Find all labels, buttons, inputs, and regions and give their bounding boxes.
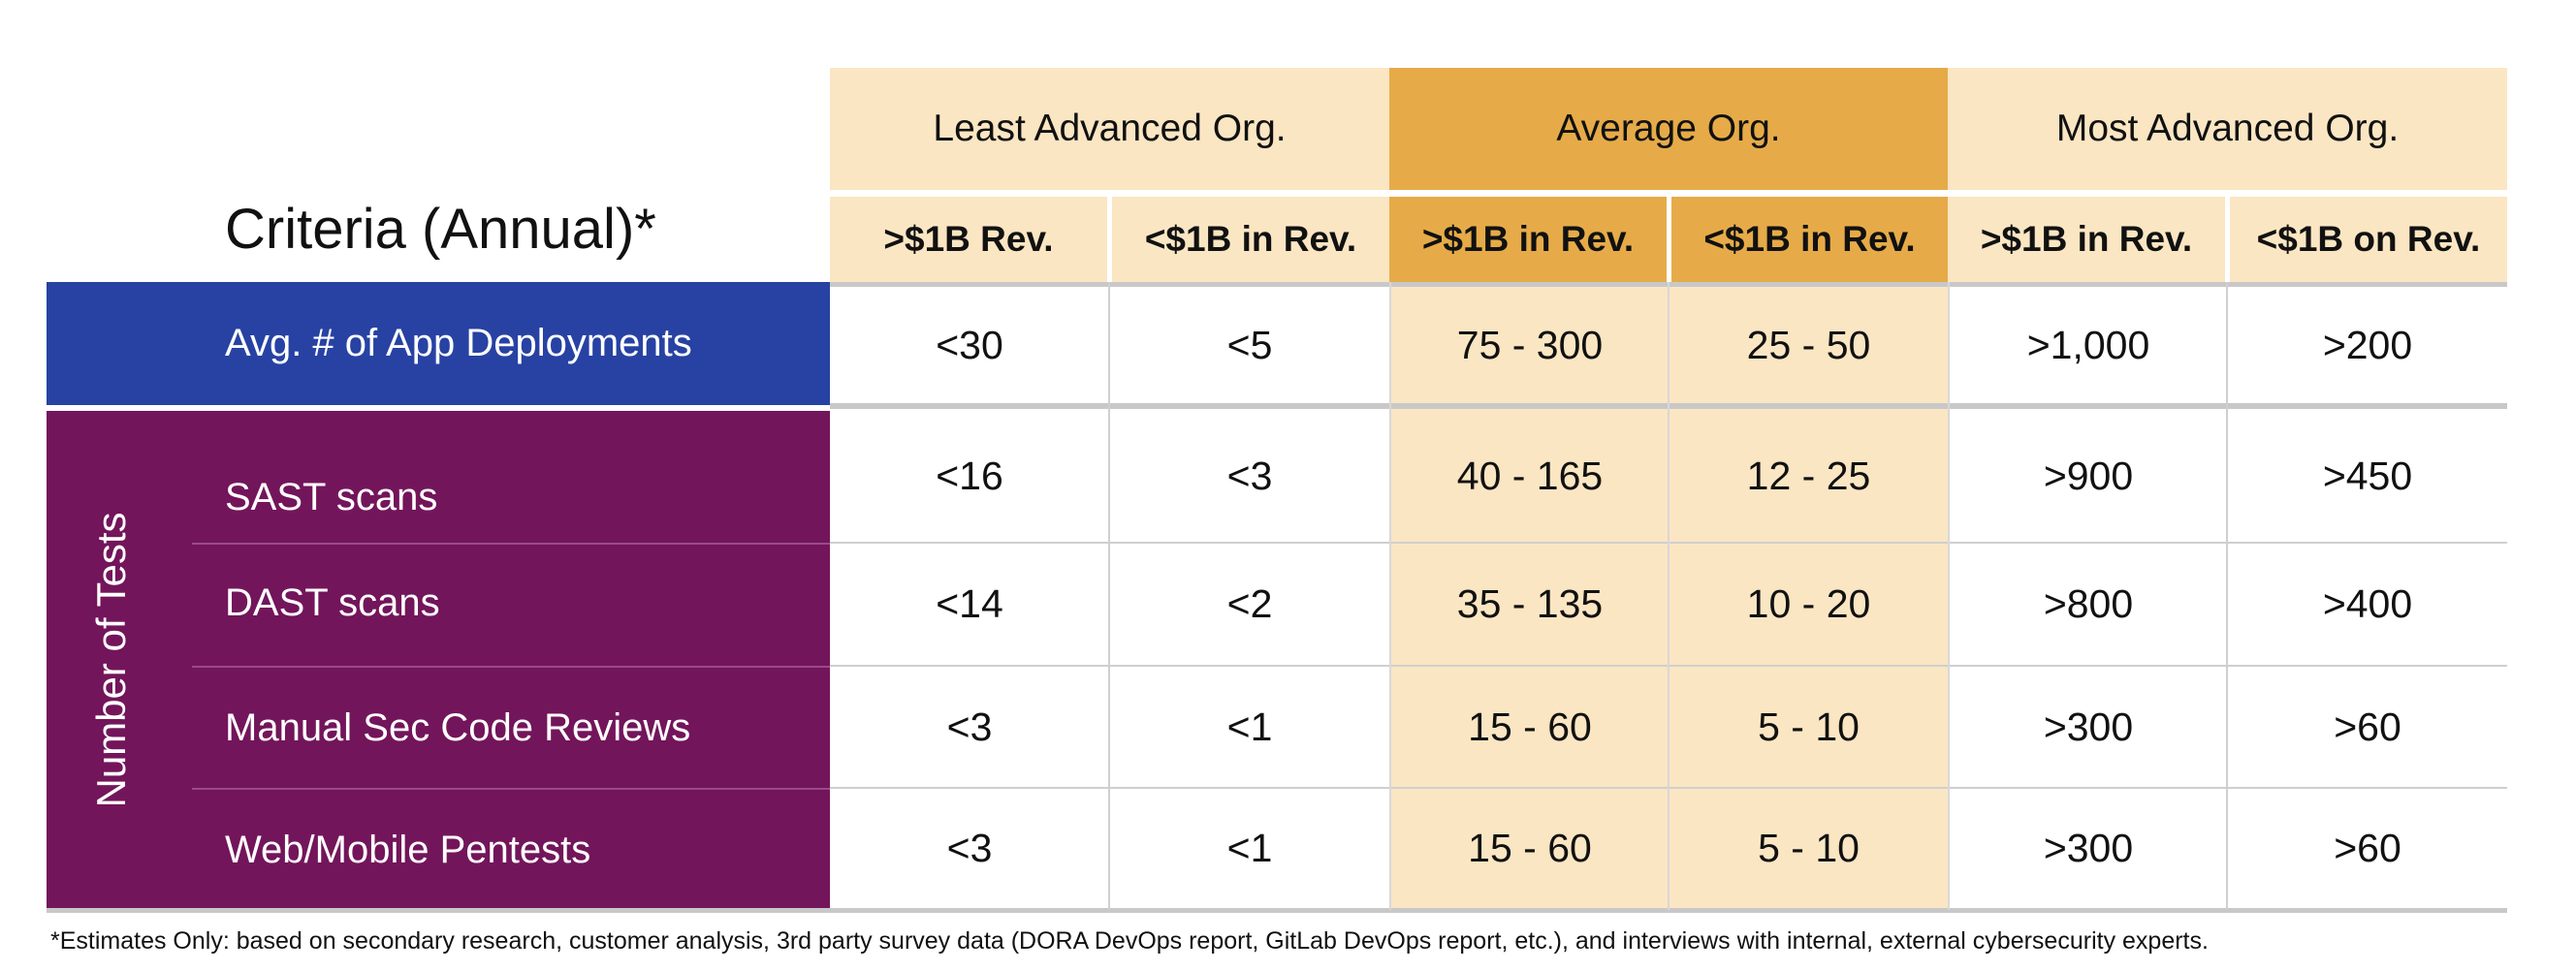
subheader-average-gt1b: >$1B in Rev.: [1389, 197, 1667, 282]
row-label-text: Avg. # of App Deployments: [225, 322, 692, 364]
pentests-cell: <1: [1226, 826, 1273, 870]
sast-cell: >900: [2043, 454, 2134, 498]
subheader-most-gt1b: >$1B in Rev.: [1948, 197, 2225, 282]
grid-vline: [1948, 282, 1950, 910]
deployments-cell: >200: [2322, 322, 2413, 367]
subheader-label: >$1B in Rev.: [1980, 219, 2193, 259]
manual-review-cell: <3: [946, 704, 993, 749]
subheader-least-lt1b: <$1B in Rev.: [1112, 197, 1389, 282]
deployments-cell: >1,000: [2026, 322, 2150, 367]
criteria-title-text: Criteria (Annual)*: [225, 197, 656, 261]
group-header-average: Average Org.: [1389, 68, 1948, 190]
row-label-deployments: Avg. # of App Deployments: [225, 282, 692, 405]
row-label-text: SAST scans: [225, 475, 438, 518]
row-divider: [192, 788, 830, 790]
tests-label-block: [47, 411, 830, 910]
grid-vline: [1668, 282, 1670, 910]
table-bottom-rule: [47, 908, 2507, 913]
group-header-most-advanced: Most Advanced Org.: [1948, 68, 2507, 190]
dast-cell: >800: [2043, 581, 2134, 626]
grid-vline: [1108, 282, 1110, 910]
sast-cell: 12 - 25: [1746, 454, 1871, 498]
dast-cell: 35 - 135: [1456, 581, 1604, 626]
pentests-cell: <3: [946, 826, 993, 870]
subheader-label: <$1B in Rev.: [1144, 219, 1357, 259]
grid-vline: [2226, 282, 2228, 910]
row-label-text: DAST scans: [225, 580, 440, 624]
footnote: *Estimates Only: based on secondary rese…: [50, 917, 2561, 965]
pentests-cell: 15 - 60: [1468, 826, 1592, 870]
sast-cell: >450: [2322, 454, 2413, 498]
subheader-least-gt1b: >$1B Rev.: [830, 197, 1107, 282]
dast-cell: <14: [936, 581, 1003, 626]
deployments-cell: <5: [1226, 322, 1273, 367]
manual-review-cell: >300: [2043, 704, 2134, 749]
tests-group-label-text: Number of Tests: [88, 512, 134, 808]
manual-review-cell: 5 - 10: [1758, 704, 1860, 749]
subheader-label: <$1B on Rev.: [2256, 219, 2481, 259]
dast-cell: <2: [1226, 581, 1273, 626]
deployments-label-block: [47, 282, 830, 405]
deployments-cell: <30: [936, 322, 1003, 367]
row-label-sast: SAST scans: [225, 454, 437, 541]
deployments-cell: 25 - 50: [1746, 322, 1871, 367]
pentests-cell: 5 - 10: [1758, 826, 1860, 870]
subheader-label: >$1B in Rev.: [1421, 219, 1635, 259]
grid-vline: [1389, 282, 1391, 910]
group-header-label: Least Advanced Org.: [933, 108, 1287, 149]
group-header-least-advanced: Least Advanced Org.: [830, 68, 1389, 190]
dast-cell: >400: [2322, 581, 2413, 626]
subheader-average-lt1b: <$1B in Rev.: [1671, 197, 1948, 282]
row-label-dast: DAST scans: [225, 559, 440, 646]
row-label-pentests: Web/Mobile Pentests: [225, 806, 590, 893]
footnote-text: *Estimates Only: based on secondary rese…: [50, 926, 2209, 955]
dast-cell: 10 - 20: [1746, 581, 1871, 626]
subheader-label: <$1B in Rev.: [1703, 219, 1916, 259]
row-divider: [192, 666, 830, 668]
group-header-label: Most Advanced Org.: [2055, 108, 2400, 149]
pentests-cell: >300: [2043, 826, 2134, 870]
pentests-cell: >60: [2334, 826, 2401, 870]
row-label-text: Manual Sec Code Reviews: [225, 705, 691, 749]
manual-review-cell: <1: [1226, 704, 1273, 749]
row-label-manual-review: Manual Sec Code Reviews: [225, 684, 690, 771]
sast-cell: 40 - 165: [1456, 454, 1604, 498]
sast-cell: <3: [1226, 454, 1273, 498]
group-header-label: Average Org.: [1556, 108, 1781, 149]
sast-cell: <16: [936, 454, 1003, 498]
row-label-text: Web/Mobile Pentests: [225, 828, 591, 871]
deployments-cell: 75 - 300: [1456, 322, 1604, 367]
row-divider: [192, 543, 830, 545]
manual-review-cell: >60: [2334, 704, 2401, 749]
criteria-title: Criteria (Annual)*: [225, 190, 656, 267]
manual-review-cell: 15 - 60: [1468, 704, 1592, 749]
subheader-most-lt1b: <$1B on Rev.: [2230, 197, 2507, 282]
subheader-label: >$1B Rev.: [883, 219, 1054, 259]
